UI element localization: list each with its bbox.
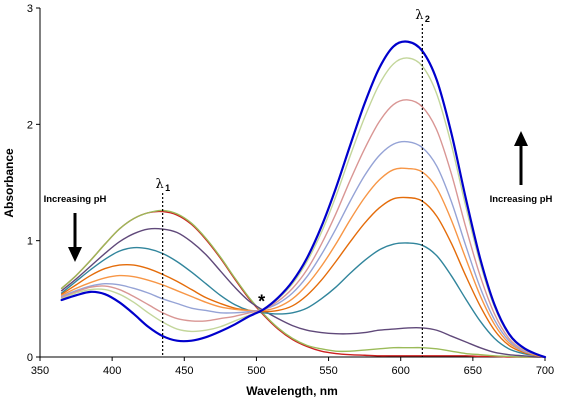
x-axis-title: Wavelength, nm xyxy=(246,384,338,398)
series-group xyxy=(60,40,547,359)
increasing-ph-right-label: Increasing pH xyxy=(490,194,553,205)
lambda-1-symbol: λ xyxy=(156,177,164,192)
y-tick-label: 2 xyxy=(27,119,33,131)
x-tick-label: 600 xyxy=(392,365,410,377)
increasing-ph-left-label: Increasing pH xyxy=(44,194,107,205)
y-tick-label: 3 xyxy=(27,3,33,15)
x-tick-label: 350 xyxy=(31,365,49,377)
series-line-6 xyxy=(60,167,546,358)
series-line-5 xyxy=(60,196,546,358)
axes: 0 1 2 3 350 400 450 500 550 600 650 700 xyxy=(27,3,554,377)
down-arrow-icon xyxy=(68,213,82,262)
x-tick-label: 650 xyxy=(464,365,482,377)
lambda-1-subscript: 1 xyxy=(165,183,170,193)
lambda-2-symbol: λ xyxy=(415,8,423,23)
series-line-2 xyxy=(60,209,546,358)
series-line-9 xyxy=(60,57,546,358)
series-line-8 xyxy=(60,99,546,358)
y-tick-label: 1 xyxy=(27,236,33,248)
series-line-4 xyxy=(60,242,546,358)
x-tick-label: 450 xyxy=(175,365,193,377)
series-line-3 xyxy=(60,227,546,358)
x-tick-label: 500 xyxy=(247,365,265,377)
lambda-2-subscript: 2 xyxy=(425,14,430,24)
y-axis-title: Absorbance xyxy=(2,148,16,218)
reference-lines: λ 1λ 2* xyxy=(156,8,430,357)
y-tick-label: 0 xyxy=(27,352,33,364)
x-tick-label: 400 xyxy=(103,365,121,377)
isosbestic-point-marker: * xyxy=(258,291,265,311)
series-line-10 xyxy=(60,40,547,359)
up-arrow-icon xyxy=(514,131,528,185)
series-line-7 xyxy=(60,140,546,358)
x-tick-label: 700 xyxy=(536,365,554,377)
x-tick-label: 550 xyxy=(319,365,337,377)
